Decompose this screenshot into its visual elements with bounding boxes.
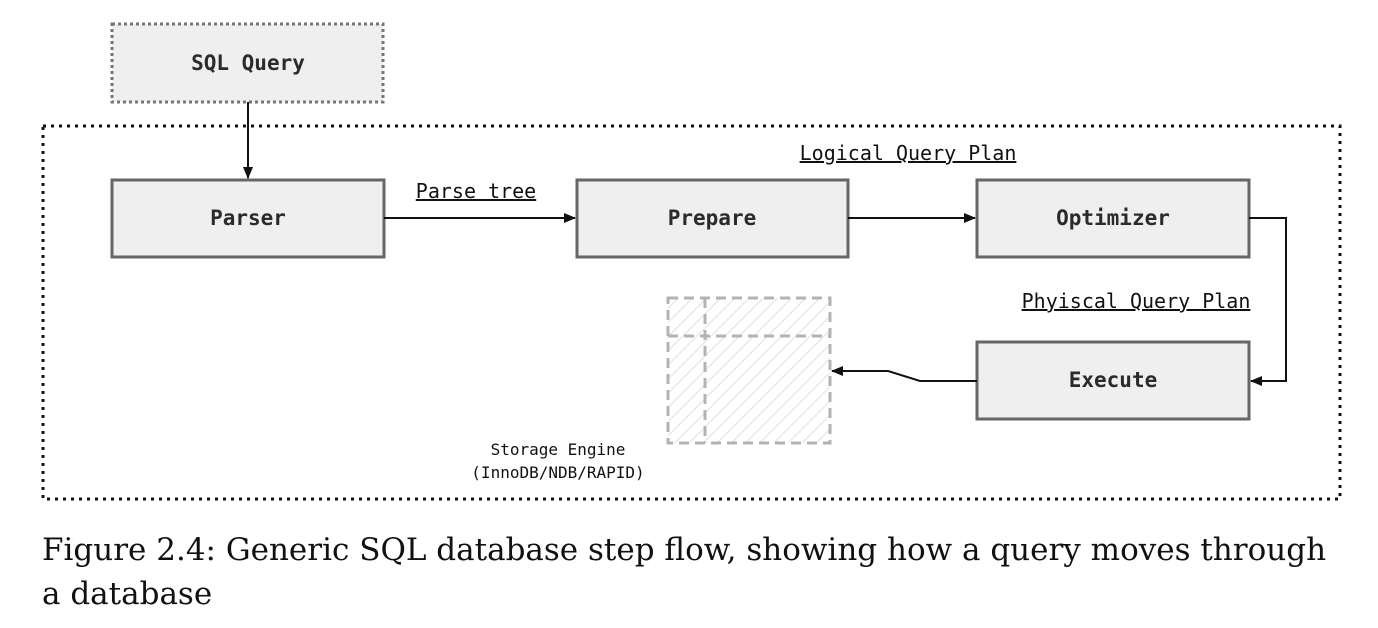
prepare-label: Prepare	[668, 206, 757, 230]
database-boundary	[41, 124, 1342, 501]
prepare-node: Prepare	[575, 178, 850, 259]
parse-tree-label: Parse tree	[416, 179, 536, 203]
storage-engine-icon	[666, 296, 832, 445]
parser-label: Parser	[210, 206, 286, 230]
optimizer-label: Optimizer	[1056, 206, 1170, 230]
physical-query-plan-label: Phyiscal Query Plan	[1022, 289, 1251, 313]
storage-engine-label: Storage Engine	[491, 440, 626, 459]
arrow-optimizer-to-execute	[1249, 217, 1287, 386]
arrow-execute-to-storage	[831, 366, 977, 382]
execute-node: Execute	[975, 340, 1251, 421]
sql-flow-diagram: SQL Query Parser Prepare Optimizer Execu…	[41, 22, 1342, 501]
optimizer-node: Optimizer	[975, 178, 1251, 259]
sql-query-label: SQL Query	[191, 51, 305, 75]
sql-query-node: SQL Query	[110, 22, 385, 104]
storage-engine-types-label: (InnoDB/NDB/RAPID)	[471, 463, 644, 482]
figure-caption: Figure 2.4: Generic SQL database step fl…	[42, 532, 1327, 612]
logical-query-plan-label: Logical Query Plan	[800, 141, 1017, 165]
execute-label: Execute	[1069, 368, 1158, 392]
parser-node: Parser	[110, 178, 386, 259]
